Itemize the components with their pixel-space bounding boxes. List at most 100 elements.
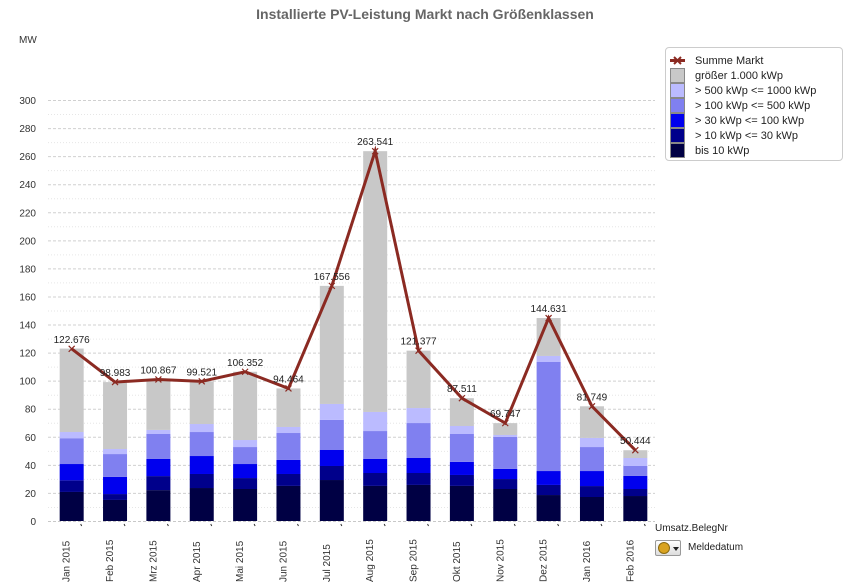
legend-item[interactable]: > 100 kWp <= 500 kWp (670, 98, 810, 113)
y-tick-label: 220 (19, 208, 36, 219)
dimension-label: Meldedatum (688, 542, 744, 553)
y-tick-label: 140 (19, 321, 36, 332)
bar-segment (623, 465, 648, 476)
sort-cycle-icon (658, 542, 670, 554)
x-tick-label: Nov 2015 (495, 539, 506, 582)
x-tick (123, 523, 126, 527)
legend[interactable]: Summe Markt größer 1.000 kWp > 500 kWp <= … (665, 47, 843, 161)
legend-item[interactable]: > 10 kWp <= 30 kWp (670, 128, 798, 143)
y-tick-label: 60 (25, 433, 37, 444)
bar-segment (449, 474, 474, 486)
legend-item[interactable]: größer 1.000 kWp (670, 68, 783, 83)
legend-item[interactable]: Summe Markt (670, 53, 763, 68)
bar-segment (146, 433, 171, 459)
legend-item[interactable]: > 30 kWp <= 100 kWp (670, 113, 804, 128)
bar-segment (233, 478, 258, 490)
line-point-marker (111, 378, 119, 386)
x-tick-label: Okt 2015 (452, 541, 463, 582)
x-tick (557, 523, 560, 527)
bar-segment (319, 480, 344, 521)
legend-item[interactable]: bis 10 kWp (670, 143, 749, 158)
y-tick-label: 260 (19, 152, 36, 163)
bar-segment (59, 432, 84, 439)
x-tick (470, 523, 473, 527)
bar-segment (276, 426, 301, 434)
line-point-marker (415, 347, 422, 355)
data-label: 94.464 (273, 374, 304, 385)
bar-segment (189, 456, 214, 474)
bar-segment (406, 423, 431, 458)
bar-segment (623, 450, 648, 458)
bar-segment (449, 461, 474, 475)
line-point-marker (631, 446, 639, 454)
bar-segment (189, 424, 214, 433)
bar-segment (363, 411, 388, 432)
summe-markt-line (70, 145, 637, 452)
bar-segment (59, 348, 84, 433)
x-tick (383, 523, 386, 527)
data-label: 99.521 (186, 367, 217, 378)
bar-segment (103, 449, 128, 455)
x-tick-label: Jun 2015 (278, 540, 289, 582)
bar-segment (276, 485, 301, 521)
x-tick-label: Jan 2016 (582, 540, 593, 582)
data-label: 263.541 (357, 137, 394, 148)
legend-swatch (670, 83, 685, 98)
data-label: 87.511 (447, 384, 477, 395)
legend-label: > 500 kWp <= 1000 kWp (695, 84, 817, 97)
legend-item[interactable]: > 500 kWp <= 1000 kWp (670, 83, 816, 98)
legend-label: > 30 kWp <= 100 kWp (695, 114, 805, 127)
legend-label: > 100 kWp <= 500 kWp (695, 99, 811, 112)
x-tick (427, 523, 429, 527)
x-tick-label: Jan 2015 (62, 540, 73, 582)
bar-segment (363, 473, 388, 486)
x-tick-label: Aug 2015 (365, 539, 376, 582)
data-label: 50.444 (620, 436, 651, 447)
bar-segment (406, 473, 431, 485)
line-point-marker (154, 376, 162, 383)
line-point-marker (545, 314, 553, 322)
bar-segment (59, 491, 84, 521)
legend-label: größer 1.000 kWp (695, 69, 784, 82)
bar-segment (59, 464, 84, 481)
bar-segment (146, 379, 171, 430)
x-tick (297, 523, 299, 527)
bar-segment (406, 484, 431, 521)
bar-segment (276, 433, 301, 460)
bar-segment (579, 471, 604, 487)
line-point-marker (328, 282, 336, 290)
legend-label: bis 10 kWp (695, 144, 750, 157)
bar-segment (493, 489, 518, 521)
bar-segment (363, 458, 388, 474)
line-marker-icon (670, 53, 685, 68)
bar-segment (319, 419, 344, 450)
bar-segment (59, 480, 84, 492)
legend-label: Summe Markt (695, 54, 764, 67)
bar-segment (146, 490, 171, 521)
y-axis-unit: MW (19, 35, 37, 46)
line-point-marker (198, 377, 206, 385)
x-tick (643, 523, 646, 527)
bar-segment (233, 447, 258, 465)
bar-segment (623, 475, 648, 490)
y-tick-label: 80 (25, 405, 37, 416)
bar-segment (579, 437, 604, 448)
bar-segment (319, 403, 344, 420)
y-tick-label: 300 (19, 96, 36, 107)
bar-segment (189, 488, 214, 521)
y-tick-label: 120 (19, 349, 36, 360)
sort-dropdown-button[interactable] (655, 540, 681, 556)
legend-swatch (670, 143, 685, 158)
legend-swatch (670, 98, 685, 113)
bar-segment (579, 497, 604, 521)
y-tick-label: 180 (19, 264, 36, 275)
data-label: 106.352 (227, 358, 264, 369)
bar-segment (363, 431, 388, 459)
x-tick-label: Apr 2015 (192, 541, 203, 582)
bar-segment (579, 406, 604, 438)
bar-segment (189, 432, 214, 457)
bar-segment (406, 408, 431, 424)
bar-segment (536, 355, 561, 363)
data-label: 100.867 (140, 365, 177, 376)
bar-segment (493, 434, 518, 437)
